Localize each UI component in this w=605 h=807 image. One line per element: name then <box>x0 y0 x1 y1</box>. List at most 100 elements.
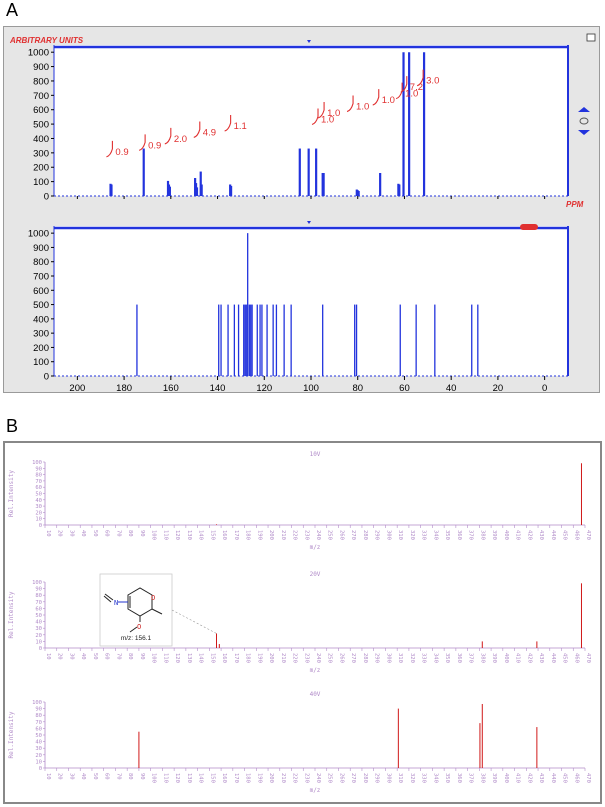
x-tick-label: 310 <box>397 653 403 663</box>
y-tick-label: 70 <box>35 479 42 485</box>
x-tick-label: 250 <box>327 530 333 540</box>
y-tick-label: 60 <box>35 485 42 491</box>
methoxy-methyl-bond <box>129 626 138 633</box>
x-tick-label: 430 <box>538 773 544 783</box>
zoom-down-arrow-icon <box>578 130 590 135</box>
nmr-plot-area <box>54 226 568 376</box>
x-tick-label: 190 <box>256 773 262 783</box>
y-tick-label: 40 <box>35 620 42 626</box>
y-tick-label: 500 <box>33 120 49 131</box>
y-tick-label: 800 <box>33 76 49 87</box>
y-tick-label: 10 <box>35 639 42 645</box>
x-tick-label: 30 <box>68 653 74 660</box>
y-tick-label: 100 <box>32 460 42 466</box>
integral-curve <box>395 82 403 100</box>
y-tick-label: 30 <box>35 504 42 510</box>
x-axis-title: PPM <box>566 200 584 209</box>
x-tick-label: 390 <box>491 653 497 663</box>
y-tick-label: 300 <box>33 148 49 159</box>
x-tick-label: 90 <box>139 653 145 660</box>
x-tick-label: 50 <box>92 653 98 660</box>
x-tick-label: 340 <box>432 773 438 783</box>
red-marker-icon <box>520 224 538 230</box>
x-tick-label: 50 <box>92 530 98 537</box>
x-tick-label: 320 <box>409 773 415 783</box>
x-tick-label: 80 <box>127 653 133 660</box>
x-tick-label: 200 <box>268 653 274 663</box>
x-tick-label: 100 <box>151 530 157 540</box>
x-tick-label: 160 <box>163 383 179 394</box>
panel-b-label: B <box>6 416 19 436</box>
inset-leader-line <box>171 609 217 634</box>
x-tick-label: 230 <box>303 653 309 663</box>
x-tick-label: 200 <box>268 530 274 540</box>
x-tick-label: 170 <box>233 530 239 540</box>
x-tick-label: 120 <box>174 773 180 783</box>
nitrogen-atom: N <box>114 599 118 607</box>
x-tick-label: 110 <box>162 773 168 783</box>
integral-curve <box>224 114 232 132</box>
x-tick-label: 320 <box>409 653 415 663</box>
x-tick-label: 300 <box>385 530 391 540</box>
y-tick-label: 30 <box>35 626 42 632</box>
top-marker-icon <box>307 40 311 43</box>
spectrum-title: 40V <box>310 691 321 698</box>
x-tick-label: 220 <box>292 653 298 663</box>
x-tick-label: 140 <box>198 653 204 663</box>
x-tick-label: 440 <box>550 653 556 663</box>
x-tick-label: 180 <box>245 773 251 783</box>
x-tick-label: 390 <box>491 530 497 540</box>
x-tick-label: 350 <box>444 773 450 783</box>
y-tick-label: 100 <box>32 700 42 706</box>
y-tick-label: 60 <box>35 606 42 612</box>
x-tick-label: 80 <box>352 383 363 394</box>
y-tick-label: 800 <box>33 257 49 268</box>
x-tick-label: 80 <box>127 773 133 780</box>
x-tick-label: 140 <box>198 530 204 540</box>
y-tick-label: 0 <box>44 372 49 383</box>
x-tick-label: 300 <box>385 773 391 783</box>
x-tick-label: 180 <box>245 530 251 540</box>
x-tick-label: 20 <box>493 383 504 394</box>
x-tick-label: 30 <box>68 530 74 537</box>
x-tick-label: 290 <box>374 653 380 663</box>
y-axis-title: Rel.Intensity <box>8 591 15 638</box>
x-tick-label: 410 <box>515 653 521 663</box>
y-tick-label: 100 <box>32 580 42 586</box>
x-tick-label: 160 <box>221 773 227 783</box>
integral-label: 3.0 <box>426 76 439 87</box>
y-tick-label: 80 <box>35 593 42 599</box>
y-tick-label: 400 <box>33 134 49 145</box>
x-tick-label: 60 <box>104 773 110 780</box>
inset-box <box>99 573 173 647</box>
x-axis-title: m/z <box>310 787 321 794</box>
integral-label: 0.9 <box>148 140 161 151</box>
y-tick-label: 40 <box>35 740 42 746</box>
x-tick-label: 230 <box>303 773 309 783</box>
x-tick-label: 450 <box>562 653 568 663</box>
x-tick-label: 470 <box>585 530 591 540</box>
y-tick-label: 20 <box>35 510 42 516</box>
x-tick-label: 180 <box>116 383 132 394</box>
x-tick-label: 260 <box>338 530 344 540</box>
y-tick-label: 600 <box>33 105 49 116</box>
y-tick-label: 90 <box>35 587 42 593</box>
ms-frame <box>3 441 602 804</box>
x-tick-label: 80 <box>127 530 133 537</box>
x-tick-label: 100 <box>303 383 319 394</box>
x-tick-label: 350 <box>444 653 450 663</box>
integral-curve <box>317 102 325 119</box>
x-tick-label: 440 <box>550 773 556 783</box>
x-tick-label: 0 <box>542 383 547 394</box>
y-tick-label: 100 <box>33 177 49 188</box>
x-tick-label: 420 <box>526 530 532 540</box>
integral-label: 4.9 <box>203 127 216 138</box>
spectrum-title: 20V <box>310 571 321 578</box>
x-tick-label: 250 <box>327 653 333 663</box>
x-tick-label: 260 <box>338 773 344 783</box>
x-tick-label: 290 <box>374 773 380 783</box>
x-tick-label: 30 <box>68 773 74 780</box>
x-tick-label: 390 <box>491 773 497 783</box>
x-tick-label: 440 <box>550 530 556 540</box>
x-tick-label: 10 <box>45 530 51 537</box>
